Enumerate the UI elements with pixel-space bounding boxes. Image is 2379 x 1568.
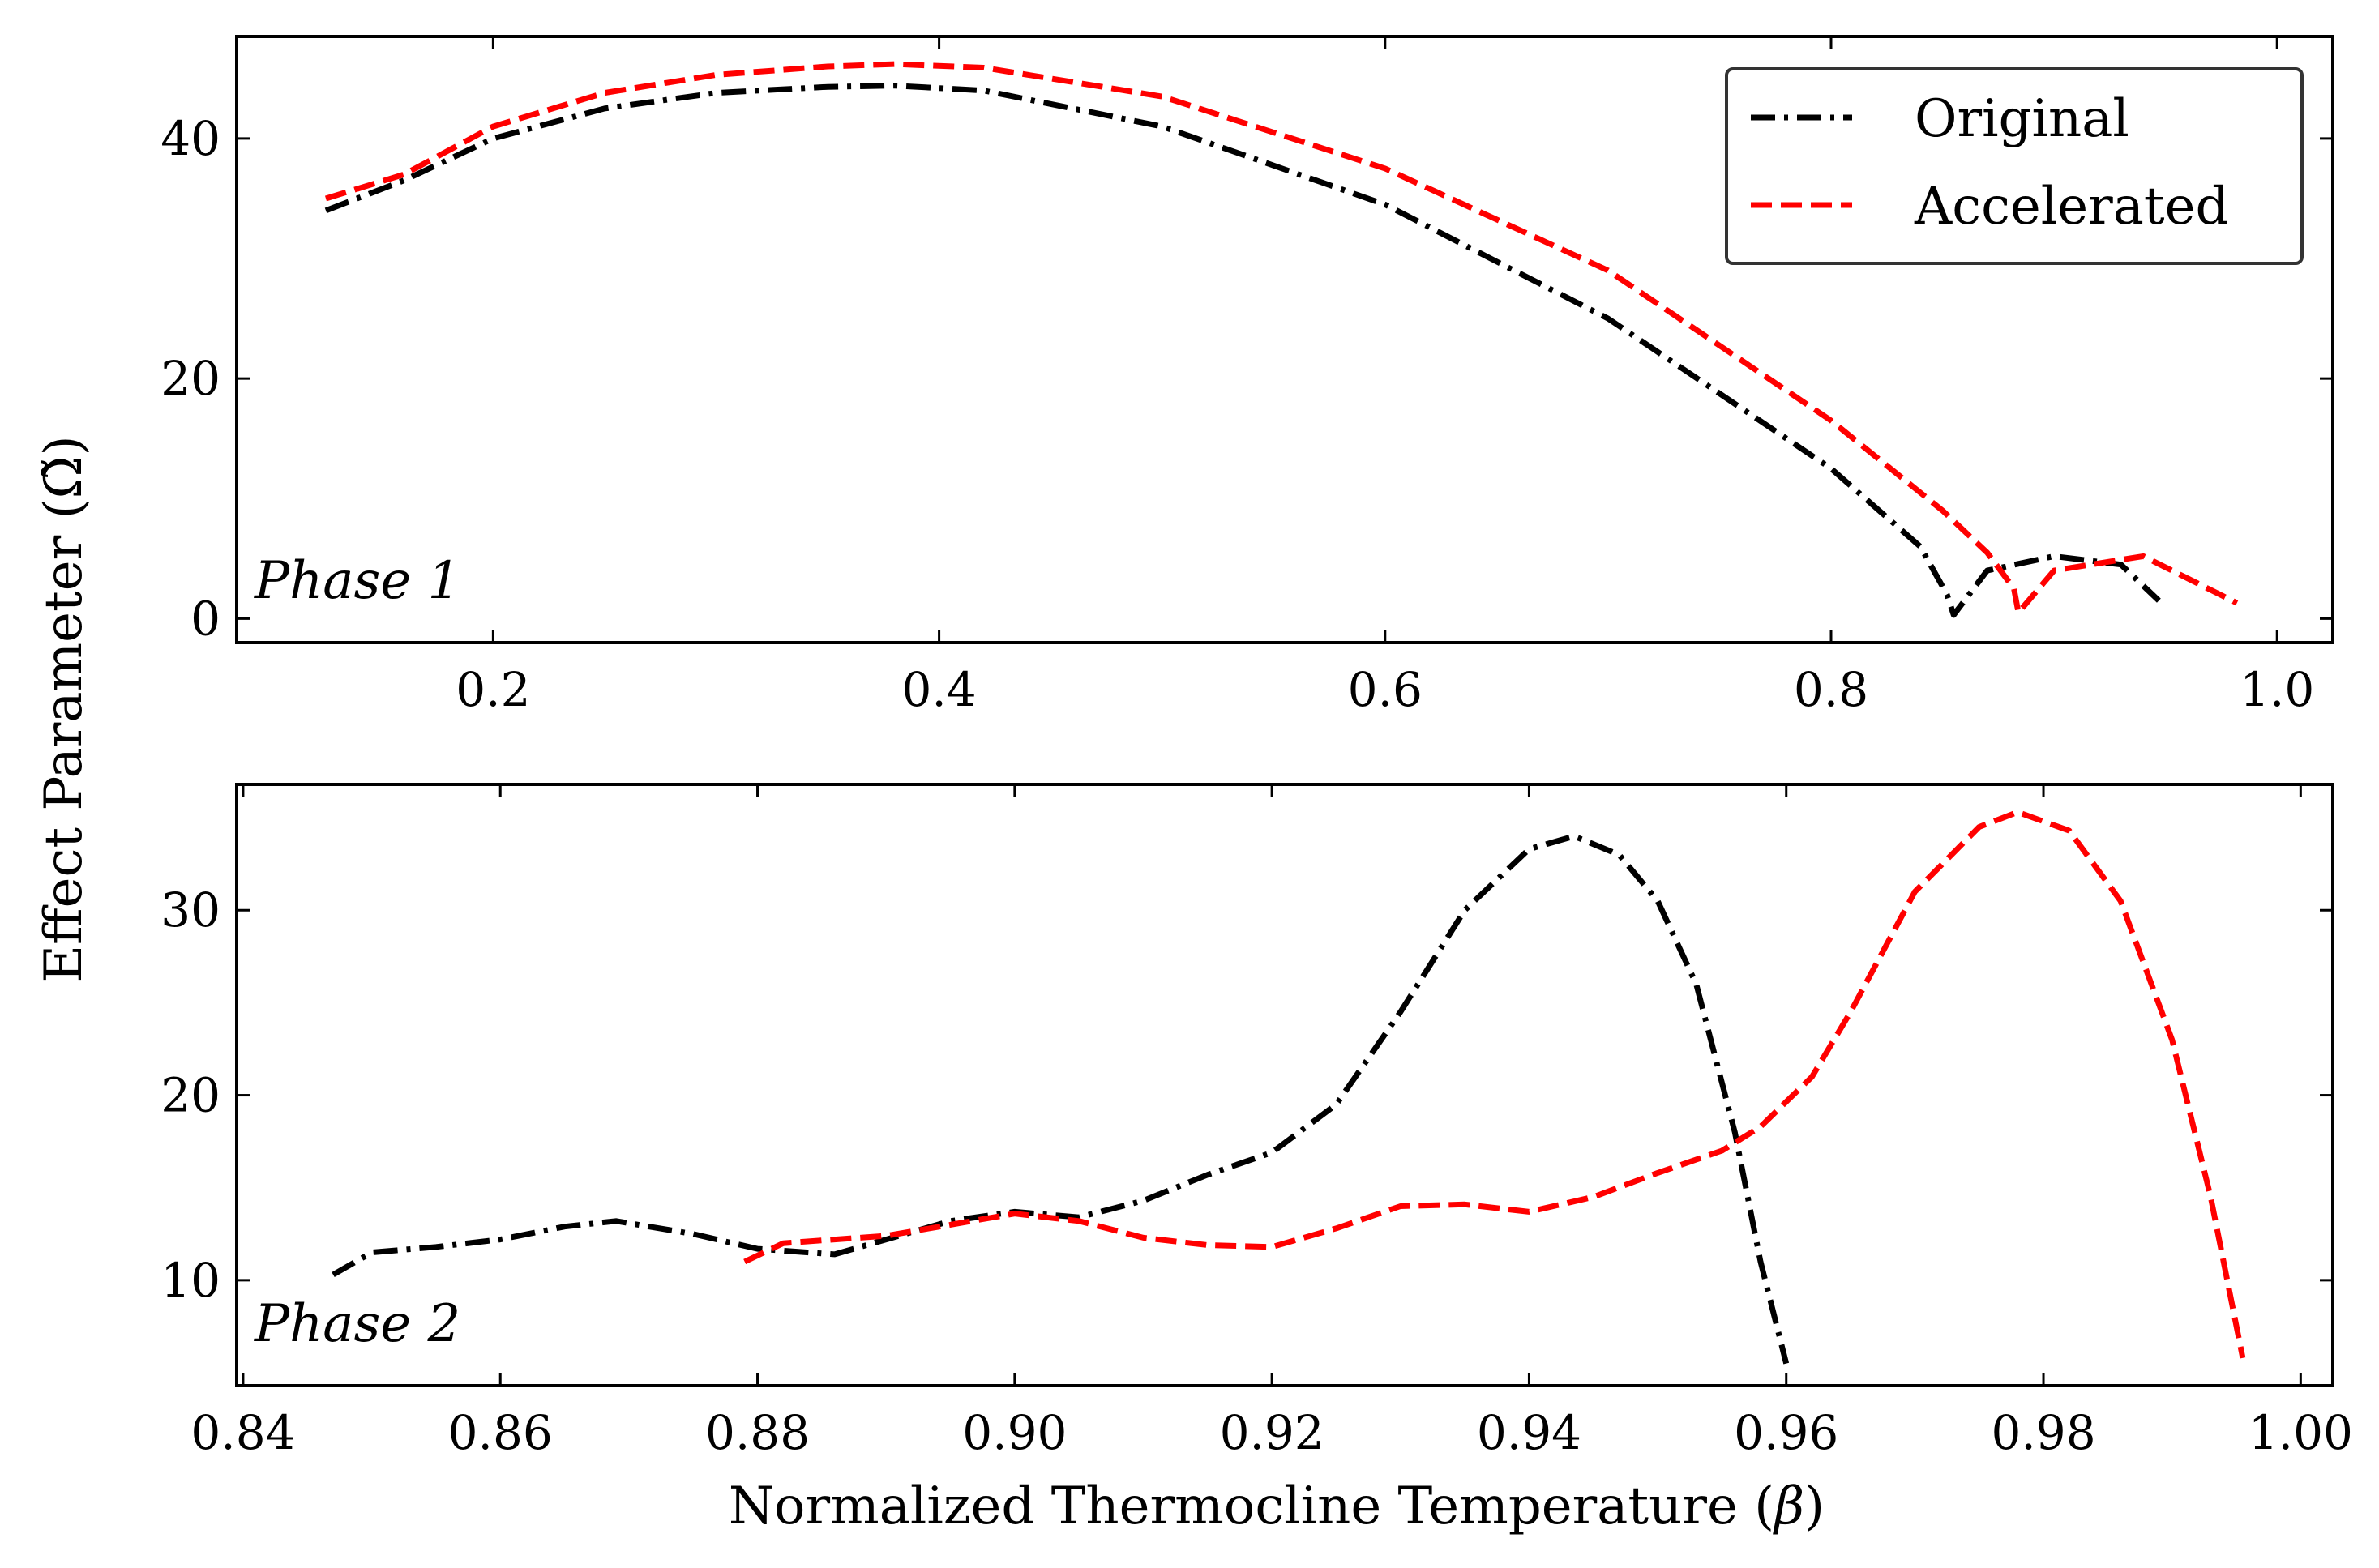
x-tick-label: 1.00 [2248, 1405, 2353, 1460]
x-tick-label: 0.2 [456, 662, 530, 717]
phase-annotation-1: Phase 1 [254, 551, 460, 611]
series-line-original-phase-1 [324, 83, 2161, 618]
x-tick-label: 0.92 [1220, 1405, 1324, 1460]
x-tick-label: 0.96 [1734, 1405, 1838, 1460]
y-tick-label: 40 [160, 111, 220, 166]
y-tick-label: 20 [160, 1068, 220, 1123]
legend: Original Accelerated [1725, 67, 2304, 265]
x-tick-label: 0.94 [1477, 1405, 1581, 1460]
legend-label-accelerated: Accelerated [1914, 177, 2228, 237]
x-tick-label: 0.98 [1991, 1405, 2095, 1460]
x-tick-label: 1.0 [2240, 662, 2314, 717]
x-tick-label: 0.84 [190, 1405, 295, 1460]
x-tick-label: 0.88 [705, 1405, 810, 1460]
x-tick-label: 0.90 [962, 1405, 1067, 1460]
x-tick-label: 0.6 [1348, 662, 1423, 717]
axes-frame-phase-1 [235, 35, 2334, 644]
y-tick-label: 30 [160, 882, 220, 938]
series-line-accelerated-phase-1 [324, 61, 2239, 616]
x-axis-label-text: Normalized Thermocline Temperature ( [729, 1476, 1774, 1536]
legend-label-original: Original [1915, 89, 2129, 149]
axes-frame-phase-2 [235, 783, 2334, 1387]
y-tick-label: 20 [160, 351, 220, 406]
phase-1-panel: 0.2 0.4 0.6 0.8 1.0 0 20 40 Phase 1 [160, 35, 2334, 717]
x-axis-label-symbol: β [1773, 1476, 1804, 1536]
phase-2-panel: 0.84 0.86 0.88 0.90 0.92 0.94 0.96 0.98 1.00 10 20… [160, 783, 2353, 1460]
y-tick-label: 10 [160, 1253, 220, 1308]
x-axis-label-close: ) [1804, 1476, 1825, 1536]
y-axis-label: Effect Parameter (Ω̃) [34, 435, 94, 982]
phase-annotation-2: Phase 2 [254, 1294, 460, 1354]
legend-frame [1725, 67, 2304, 265]
series-line-original-phase-2 [332, 833, 1790, 1365]
x-tick-label: 0.8 [1794, 662, 1868, 717]
x-axis-label: Normalized Thermocline Temperature (β) [729, 1476, 1825, 1536]
x-tick-label: 0.86 [448, 1405, 553, 1460]
y-tick-label: 0 [190, 591, 220, 646]
series-line-accelerated-phase-2 [743, 809, 2246, 1359]
x-tick-label: 0.4 [901, 662, 976, 717]
